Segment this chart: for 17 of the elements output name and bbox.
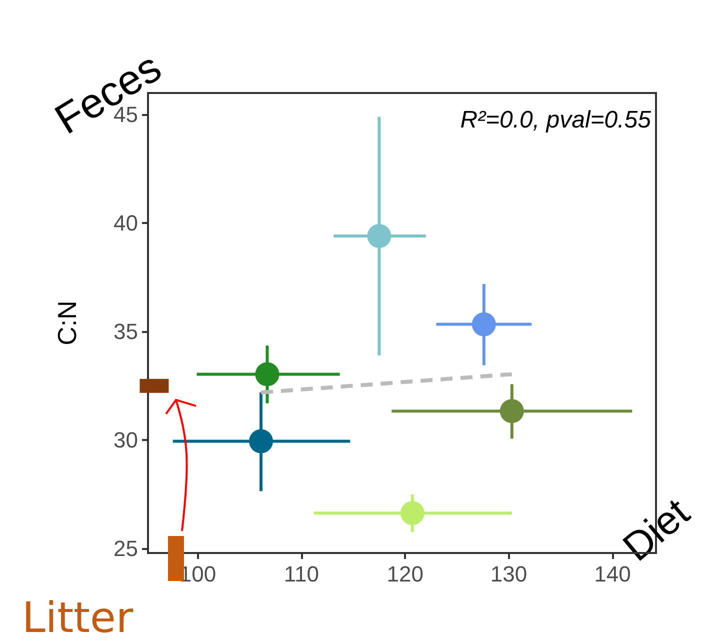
annotation: R²=0.0, pval=0.55 [460, 106, 652, 134]
x-tick-label: 110 [284, 562, 319, 586]
x-tick-label: 130 [490, 562, 528, 586]
x-tick-label: 120 [386, 562, 424, 586]
y-tick-label: 35 [114, 319, 138, 344]
ref-line-label: Litter [22, 593, 134, 642]
y-tick-label: 30 [114, 428, 138, 453]
x-tick-label: 140 [594, 562, 631, 586]
point [367, 224, 392, 248]
y-tick-label: 40 [114, 210, 138, 236]
point [472, 312, 496, 336]
y-axis-title: C:N [52, 300, 82, 346]
y-tick-label: 25 [114, 536, 138, 562]
point [249, 429, 274, 454]
point [400, 501, 424, 526]
point [255, 362, 280, 386]
point [500, 399, 524, 424]
